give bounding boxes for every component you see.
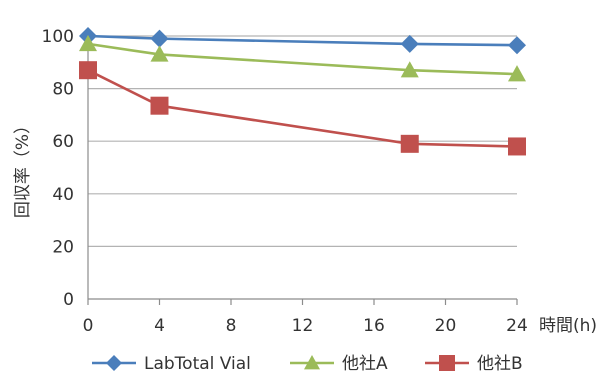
legend-item-3: 他社B [425, 354, 523, 374]
series-line-3 [87, 69, 518, 148]
legend: LabTotal Vial 他社A 他社B [92, 354, 523, 374]
x-tick-label-4: 4 [154, 316, 165, 336]
legend-label-1: LabTotal Vial [144, 354, 251, 374]
y-tick-label-40: 40 [52, 185, 74, 205]
x-tick-label-12: 12 [292, 316, 314, 336]
series-line-1 [87, 34, 518, 47]
data-point-3-1 [79, 61, 97, 80]
legend-label-3: 他社B [477, 354, 523, 374]
data-point-3-2 [150, 96, 169, 115]
grid-lines [88, 35, 517, 247]
x-tick-label-16: 16 [363, 316, 385, 336]
data-point-2-2 [150, 45, 169, 62]
x-tick-label-8: 8 [226, 316, 237, 336]
legend-label-2: 他社A [342, 354, 388, 374]
legend-item-1: LabTotal Vial [92, 354, 251, 374]
x-axis-label: 時間(h) [539, 316, 597, 336]
y-tick-label-80: 80 [52, 80, 74, 100]
y-tick-label-20: 20 [52, 237, 74, 257]
data-point-3-3 [400, 134, 419, 153]
legend-marker-3 [439, 355, 455, 371]
series-3 [79, 61, 526, 156]
x-tick-label-24: 24 [506, 316, 528, 336]
x-tick-label-0: 0 [83, 316, 94, 336]
x-tick-labels: 0 4 8 12 16 20 24 [83, 316, 528, 336]
data-point-2-3 [400, 61, 419, 78]
legend-item-2: 他社A [290, 354, 388, 374]
series-group [79, 27, 526, 156]
data-point-1-2 [150, 29, 169, 48]
y-tick-label-60: 60 [52, 132, 74, 152]
y-axis-label: 回収率（%） [13, 117, 33, 218]
legend-marker-2 [304, 355, 320, 370]
data-point-2-4 [508, 65, 526, 82]
data-point-2-1 [79, 34, 97, 52]
series-1 [79, 27, 526, 55]
y-tick-label-0: 0 [63, 290, 74, 310]
legend-marker-1 [106, 355, 122, 371]
data-point-3-4 [508, 137, 526, 156]
x-tick-label-20: 20 [435, 316, 457, 336]
series-2 [79, 34, 526, 82]
y-tick-labels: 0 20 40 60 80 100 [42, 27, 74, 310]
y-tick-label-100: 100 [42, 27, 74, 47]
series-line-2 [87, 42, 518, 76]
data-point-1-3 [400, 34, 419, 53]
data-point-1-4 [508, 36, 526, 55]
